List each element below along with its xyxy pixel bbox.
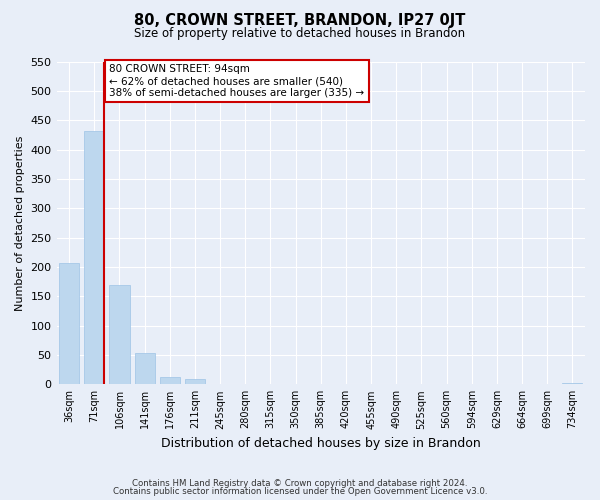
Text: 80, CROWN STREET, BRANDON, IP27 0JT: 80, CROWN STREET, BRANDON, IP27 0JT	[134, 12, 466, 28]
Bar	[134, 353, 155, 384]
Bar	[109, 284, 130, 384]
Text: Contains public sector information licensed under the Open Government Licence v3: Contains public sector information licen…	[113, 487, 487, 496]
Text: 80 CROWN STREET: 94sqm
← 62% of detached houses are smaller (540)
38% of semi-de: 80 CROWN STREET: 94sqm ← 62% of detached…	[109, 64, 365, 98]
X-axis label: Distribution of detached houses by size in Brandon: Distribution of detached houses by size …	[161, 437, 481, 450]
Bar	[562, 382, 583, 384]
Y-axis label: Number of detached properties: Number of detached properties	[15, 135, 25, 310]
Bar	[185, 379, 205, 384]
Bar	[84, 132, 104, 384]
Bar	[59, 263, 79, 384]
Bar	[160, 376, 180, 384]
Text: Contains HM Land Registry data © Crown copyright and database right 2024.: Contains HM Land Registry data © Crown c…	[132, 478, 468, 488]
Text: Size of property relative to detached houses in Brandon: Size of property relative to detached ho…	[134, 28, 466, 40]
